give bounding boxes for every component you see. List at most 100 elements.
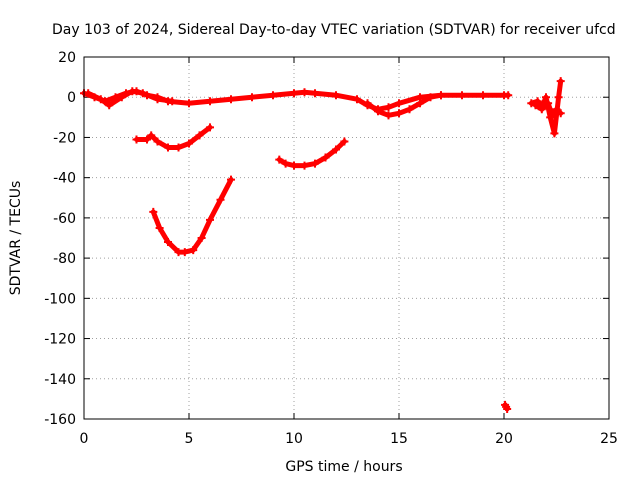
grid: [84, 57, 609, 419]
data-point: [363, 99, 372, 108]
data-point: [189, 246, 198, 255]
data-point: [197, 234, 206, 242]
data-point: [544, 99, 553, 108]
data-point: [531, 101, 540, 110]
data-point: [96, 95, 105, 104]
series-main-band-dip: [363, 91, 445, 120]
data-point: [437, 91, 445, 100]
y-tick-label: -60: [53, 211, 76, 227]
data-point: [527, 99, 536, 108]
series-segment-a: [132, 123, 214, 152]
data-point: [504, 91, 513, 100]
data-point: [405, 105, 414, 114]
data-point: [542, 93, 550, 102]
data-point: [132, 135, 141, 144]
y-tick-label: -100: [44, 291, 76, 307]
chart-title: Day 103 of 2024, Sidereal Day-to-day VTE…: [52, 22, 616, 38]
data-point: [556, 77, 565, 86]
data-point: [353, 95, 361, 104]
x-tick-label: 10: [285, 431, 303, 447]
data-point: [550, 129, 559, 138]
data-point: [180, 248, 189, 257]
x-tick-label: 20: [495, 431, 513, 447]
data-point: [275, 155, 284, 164]
data-point: [311, 159, 319, 168]
y-tick-label: -140: [44, 372, 76, 388]
data-point: [554, 93, 563, 102]
data-point: [269, 91, 277, 100]
data-point: [185, 99, 193, 108]
data-point: [206, 123, 214, 132]
data-point: [340, 137, 349, 146]
data-point: [548, 111, 557, 120]
data-point: [332, 91, 340, 100]
series-outlier: [501, 400, 512, 413]
data-point: [416, 99, 424, 108]
data-point: [332, 145, 340, 154]
data-point: [149, 207, 158, 216]
y-tick-label: 20: [58, 50, 76, 66]
data-point: [185, 139, 193, 148]
data-point: [479, 91, 487, 100]
data-point: [227, 95, 235, 104]
x-tick-label: 25: [600, 431, 618, 447]
series-late-cluster-b: [531, 99, 565, 120]
data-point: [153, 137, 162, 146]
series-line: [150, 177, 234, 255]
data-point: [147, 131, 156, 140]
data-point: [248, 93, 256, 102]
data-point: [281, 159, 290, 168]
data-point: [128, 87, 137, 96]
series-line: [276, 139, 347, 169]
y-tick-label: -80: [53, 251, 76, 267]
data-point: [537, 105, 546, 114]
data-point: [374, 107, 382, 116]
data-point: [195, 131, 204, 140]
data-point: [105, 101, 114, 110]
y-tick-label: -160: [44, 412, 76, 428]
data-point: [155, 223, 164, 232]
data-point: [138, 89, 147, 98]
x-tick-label: 5: [185, 431, 194, 447]
data-point: [321, 153, 330, 162]
data-point: [216, 195, 225, 204]
series-segment-b: [275, 137, 349, 170]
data-point: [290, 161, 298, 170]
plot-frame: [83, 56, 610, 420]
series-segment-c: [149, 175, 235, 257]
x-tick-label: 0: [80, 431, 89, 447]
data-point: [290, 89, 298, 98]
y-tick-label: -40: [53, 171, 76, 187]
x-axis-title: GPS time / hours: [285, 459, 402, 475]
data-point: [395, 99, 403, 108]
data-point: [384, 103, 393, 112]
data-point: [458, 91, 466, 100]
data-point: [153, 95, 162, 104]
data-point: [227, 175, 235, 184]
y-tick-label: -20: [53, 130, 76, 146]
data-point: [300, 161, 309, 170]
y-axis-title: SDTVAR / TECUs: [8, 181, 24, 296]
y-tick-label: -120: [44, 332, 76, 348]
y-tick-label: 0: [67, 90, 76, 106]
y-tick-labels: 20 0 -20 -40 -60 -80 -100 -120 -140 -160: [44, 50, 76, 428]
series-main-band-lower: [84, 87, 177, 110]
data-point: [426, 93, 435, 102]
data-point: [164, 238, 172, 247]
data-point: [164, 143, 172, 152]
x-tick-label: 15: [390, 431, 408, 447]
data-point: [395, 109, 403, 118]
data-point: [168, 97, 177, 106]
data-point: [503, 404, 512, 413]
data-point: [84, 89, 93, 98]
data-point: [300, 88, 309, 97]
data-point: [556, 109, 565, 118]
data-point: [174, 143, 183, 152]
x-tick-labels: 0 5 10 15 20 25: [80, 431, 618, 447]
data-point: [117, 93, 126, 102]
data-series: [80, 77, 565, 413]
data-point: [143, 135, 151, 144]
data-point: [552, 105, 561, 114]
data-point: [384, 111, 393, 120]
